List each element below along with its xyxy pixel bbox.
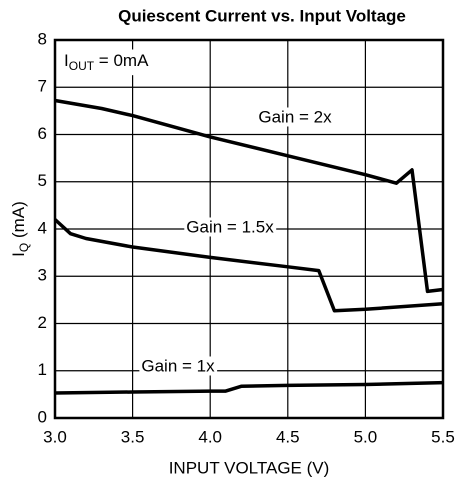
y-tick-label: 1	[38, 360, 47, 379]
y-tick-label: 8	[38, 29, 47, 48]
annotation-sub: OUT	[69, 59, 95, 73]
y-tick-label: 5	[38, 171, 47, 190]
x-tick-label: 4.0	[198, 427, 222, 446]
series-label: Gain = 1.5x	[186, 217, 274, 236]
y-tick-label: 2	[38, 313, 47, 332]
annotation-main: I	[64, 51, 69, 70]
series-label: Gain = 2x	[258, 107, 332, 126]
label-background	[184, 217, 277, 237]
label-background	[256, 107, 335, 127]
label-background	[61, 49, 153, 76]
y-tick-label: 6	[38, 124, 47, 143]
x-tick-label: 5.0	[354, 427, 378, 446]
x-tick-label: 3.0	[43, 427, 67, 446]
series-label: Gain = 1x	[141, 356, 215, 375]
annotation: IOUT = 0mA	[64, 51, 149, 73]
y-tick-label: 3	[38, 266, 47, 285]
y-label-main: I	[9, 252, 28, 257]
y-label-rest: (mA)	[9, 201, 28, 243]
y-axis-label: IQ (mA)	[9, 201, 31, 257]
annotation-rest: = 0mA	[94, 51, 149, 70]
x-tick-label: 3.5	[121, 427, 145, 446]
y-label-sub: Q	[17, 243, 31, 252]
series-line	[54, 98, 444, 294]
x-tick-label: 4.5	[276, 427, 300, 446]
x-axis-label: INPUT VOLTAGE (V)	[169, 458, 330, 477]
label-background	[139, 356, 218, 376]
series-line	[54, 380, 444, 395]
series-line	[53, 218, 444, 313]
y-tick-label: 4	[38, 218, 47, 237]
chart-title: Quiescent Current vs. Input Voltage	[118, 6, 406, 25]
x-tick-label: 5.5	[431, 427, 455, 446]
plot-border	[53, 38, 445, 420]
y-tick-label: 0	[38, 407, 47, 426]
y-tick-label: 7	[38, 77, 47, 96]
